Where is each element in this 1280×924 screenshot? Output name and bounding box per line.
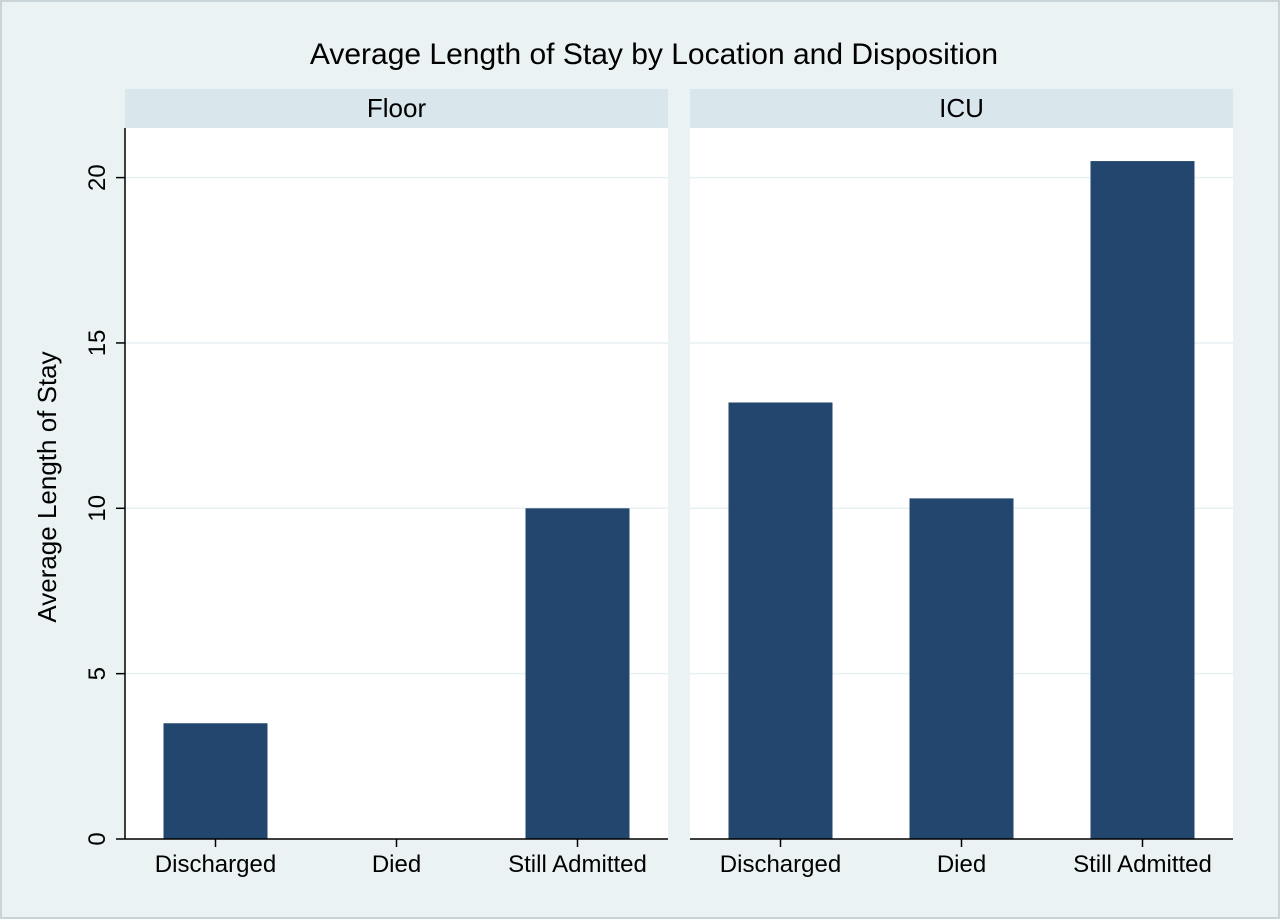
panel-floor: Floor Discharged Died Still Admitted — [125, 89, 668, 878]
x-tick-label: Discharged — [155, 851, 276, 878]
x-tick-label: Discharged — [720, 851, 841, 878]
bar-icu-died — [909, 498, 1014, 839]
panel-header-label: ICU — [939, 93, 984, 123]
y-tick-label: 10 — [84, 495, 111, 522]
x-tick-label: Died — [372, 851, 421, 878]
y-tick-label: 20 — [84, 164, 111, 191]
y-tick-label: 5 — [84, 667, 111, 680]
bar-icu-still-admitted — [1090, 161, 1195, 839]
bar-floor-discharged — [163, 723, 268, 839]
y-tick-label: 0 — [84, 832, 111, 845]
panel-icu: ICU Discharged Died Still Admitted — [690, 89, 1233, 878]
y-tick-label: 15 — [84, 330, 111, 357]
x-tick-label: Still Admitted — [1073, 851, 1212, 878]
y-axis-label: Average Length of Stay — [32, 351, 62, 622]
bar-icu-discharged — [728, 402, 833, 839]
bar-floor-still-admitted — [525, 508, 630, 839]
panels-group: Floor Discharged Died Still Admitted ICU Disc… — [84, 89, 1233, 878]
panel-header — [125, 89, 668, 128]
panel-header — [690, 89, 1233, 128]
chart-title: Average Length of Stay by Location and D… — [310, 38, 998, 71]
x-tick-label: Still Admitted — [508, 851, 647, 878]
x-tick-label: Died — [937, 851, 986, 878]
panel-header-label: Floor — [367, 93, 427, 123]
